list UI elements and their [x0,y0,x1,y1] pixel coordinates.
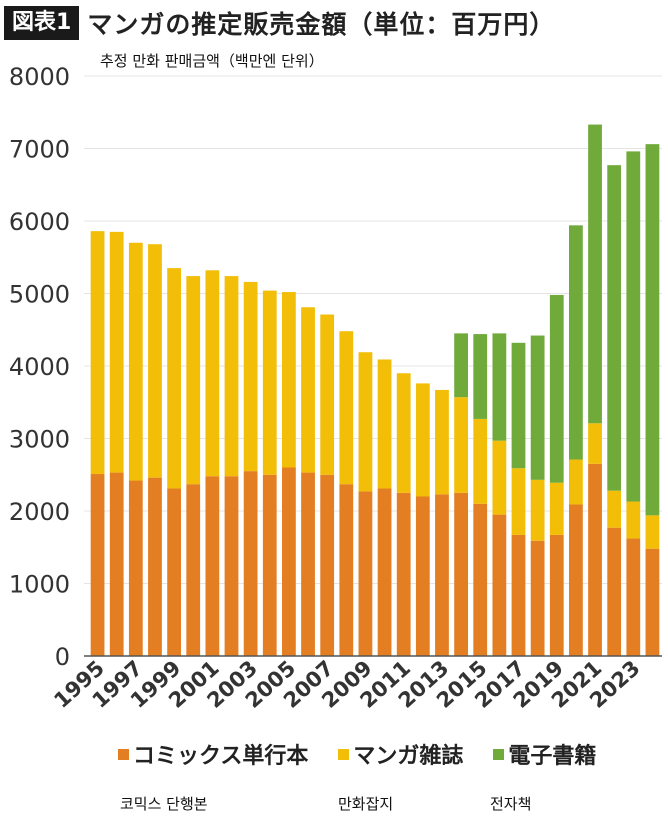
bar-2011-series-0 [396,492,411,656]
bar-2018-series-1 [530,479,545,541]
bar-2003-series-0 [243,471,258,656]
bar-2021-series-0 [588,463,602,656]
bar-1995-series-0 [90,474,105,656]
bar-2000-series-0 [186,484,201,656]
bar-1995-series-1 [90,231,105,475]
bar-1998-series-0 [148,477,162,656]
bar-2012-series-1 [415,383,430,497]
bar-2024-series-2 [645,144,660,516]
legend-label-digital: 電子書籍 [508,744,597,769]
bar-1999-series-1 [167,268,181,489]
bar-2022-series-0 [607,527,622,656]
y-tick-label-3000: 3000 [9,426,70,454]
bar-2013-series-0 [435,494,449,656]
y-tick-label-0: 0 [55,643,70,671]
bar-1998-series-1 [148,244,162,478]
y-tick-label-5000: 5000 [9,281,70,309]
bar-1997-series-1 [128,242,143,481]
y-tick-label-4000: 4000 [9,353,70,381]
bar-2023-series-2 [626,151,641,502]
bar-2007-series-0 [320,474,335,656]
bar-2017-series-0 [511,534,526,656]
stacked-bar-chart: 0100020003000400050006000700080001995199… [9,63,662,713]
y-tick-label-7000: 7000 [9,136,70,164]
bar-2019-series-2 [549,294,564,483]
chart-title: マンガの推定販売金額（単位：百万円） [87,10,556,39]
bar-2015-series-1 [473,418,488,504]
bar-2013-series-1 [435,389,449,495]
bar-2015-series-0 [473,503,488,656]
figure-badge: 図表1 [4,6,80,40]
bar-2017-series-1 [511,468,526,535]
bar-2023-series-1 [626,501,641,539]
y-tick-label-1000: 1000 [9,571,70,599]
bar-2006-series-0 [301,472,315,656]
bar-2016-series-1 [492,440,507,515]
bar-2022-series-1 [607,490,622,528]
legend-item-digital: 電子書籍 [493,738,596,770]
bar-2020-series-2 [569,225,583,460]
bar-2004-series-0 [262,474,277,656]
bar-2018-series-2 [530,335,545,480]
bar-2015-series-2 [473,334,488,419]
legend-label-magazine: マンガ雑誌 [353,744,464,769]
bar-2005-series-0 [282,467,296,656]
chart-subtitle-ko: 추정 만화 판매금액（백만엔 단위） [100,52,324,70]
legend-swatch-magazine [338,748,350,760]
bar-2009-series-1 [358,352,373,492]
bar-2010-series-0 [377,488,392,656]
bar-2001-series-1 [205,270,220,477]
bar-2021-series-2 [588,124,602,424]
bar-2012-series-0 [415,496,430,656]
bar-2002-series-0 [224,476,239,656]
bar-2003-series-1 [243,281,258,472]
bar-2009-series-0 [358,491,373,656]
bar-2000-series-1 [186,276,201,485]
bar-2005-series-1 [282,292,296,468]
note-digital-ko: 전자책 [490,795,532,813]
bar-2019-series-0 [549,534,564,656]
bar-2007-series-1 [320,314,335,475]
y-tick-label-8000: 8000 [9,63,70,91]
bar-2011-series-1 [396,373,411,493]
bar-2008-series-1 [339,331,354,485]
chart-header: 図表1 マンガの推定販売金額（単位：百万円） [4,4,555,42]
bar-1996-series-0 [109,472,124,656]
bar-2022-series-2 [607,165,622,491]
chart-legend: コミックス単行本 マンガ雑誌 電子書籍 [118,738,626,770]
bar-2024-series-1 [645,515,660,549]
bar-2023-series-0 [626,538,641,656]
bar-2010-series-1 [377,359,392,489]
legend-swatch-digital [493,748,505,760]
bar-2020-series-1 [569,459,583,505]
bar-2004-series-1 [262,290,277,475]
note-magazine-ko: 만화잡지 [338,795,394,813]
bar-2020-series-0 [569,504,583,656]
y-tick-label-2000: 2000 [9,498,70,526]
legend-label-tankobon: コミックス単行本 [133,744,309,769]
legend-swatch-tankobon [118,748,129,760]
legend-item-magazine: マンガ雑誌 [338,738,463,770]
bar-2014-series-0 [454,492,468,656]
note-tankobon-ko: 코믹스 단행본 [120,795,208,813]
bar-1997-series-0 [128,480,143,656]
bar-2014-series-1 [454,397,468,493]
bar-1996-series-1 [109,231,124,473]
y-tick-label-6000: 6000 [9,208,70,236]
bar-1999-series-0 [167,488,181,656]
bar-2014-series-2 [454,333,468,398]
bar-2017-series-2 [511,342,526,469]
bar-2016-series-0 [492,514,507,656]
bar-2001-series-0 [205,476,220,656]
bar-2008-series-0 [339,484,354,656]
bar-2016-series-2 [492,333,507,441]
bar-2021-series-1 [588,423,602,464]
bar-2002-series-1 [224,276,239,477]
bar-2024-series-0 [645,548,660,656]
bar-2006-series-1 [301,307,315,473]
bar-2019-series-1 [549,482,564,535]
bar-2018-series-0 [530,540,545,656]
legend-item-tankobon: コミックス単行本 [118,738,308,770]
